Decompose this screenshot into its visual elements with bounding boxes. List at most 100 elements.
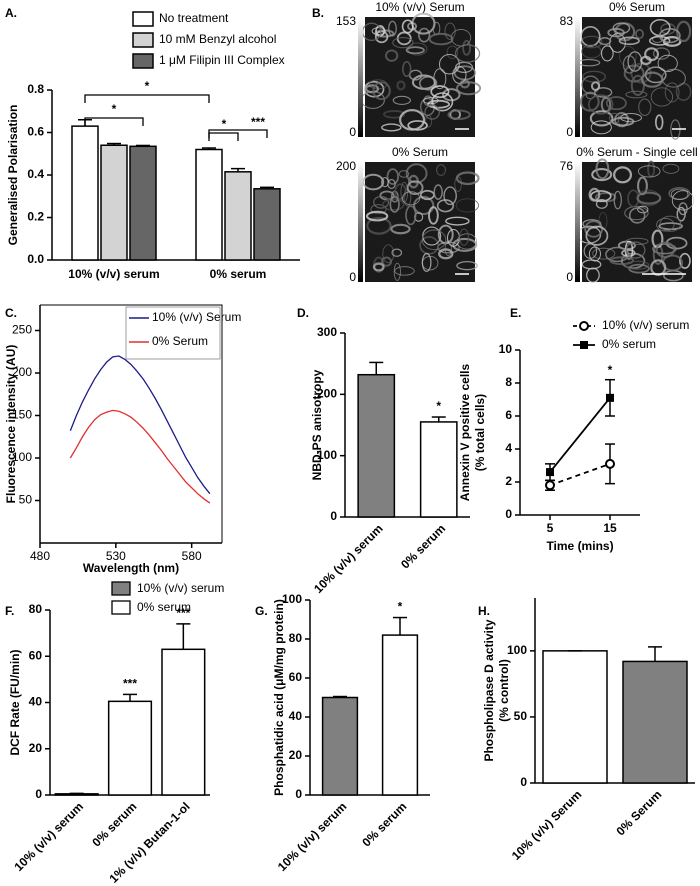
- cell: [613, 166, 633, 184]
- cell: [386, 168, 399, 185]
- legend-label: No treatment: [159, 11, 229, 25]
- y-tick-label: 50: [19, 493, 33, 507]
- x-tick-label: 10% (v/v) Serum: [509, 787, 584, 862]
- y-tick-label: 200: [317, 387, 337, 401]
- cell: [652, 243, 677, 255]
- y-tick-label: 0: [505, 507, 512, 521]
- cell: [381, 177, 389, 188]
- x-tick-label: 0% serum: [89, 799, 139, 849]
- cell: [588, 94, 614, 115]
- bar: [224, 171, 252, 261]
- cell: [405, 46, 425, 55]
- cell: [452, 237, 478, 252]
- cell: [635, 28, 644, 40]
- cell: [462, 39, 472, 56]
- cell: [372, 262, 385, 272]
- cell: [456, 233, 478, 250]
- legend-swatch: [132, 53, 154, 69]
- bracket: [84, 117, 144, 126]
- significance: *: [222, 117, 227, 131]
- significance: *: [112, 102, 117, 116]
- cell: [650, 87, 674, 107]
- cell: [365, 84, 380, 94]
- series-line: [69, 409, 211, 504]
- series-line: [549, 397, 611, 473]
- cell: [655, 241, 675, 259]
- cell: [590, 120, 612, 135]
- legend-marker: [579, 321, 589, 331]
- y-tick-label: 80: [289, 631, 303, 645]
- y-tick-label: 50: [514, 709, 528, 723]
- bracket: [208, 129, 268, 138]
- panel-label: D.: [297, 306, 309, 320]
- cell: [678, 202, 688, 216]
- y-tick-label: 20: [29, 741, 43, 755]
- bar: [71, 125, 99, 261]
- cell: [670, 188, 689, 200]
- y-tick-label: 0.0: [27, 252, 44, 266]
- cell: [625, 241, 646, 259]
- cell: [595, 158, 610, 180]
- bar: [107, 700, 153, 796]
- x-tick-label: 10% (v/v) serum: [311, 521, 386, 596]
- bracket: [208, 132, 239, 141]
- cell: [421, 252, 432, 272]
- cell: [389, 196, 400, 213]
- panel-label: B.: [312, 6, 324, 20]
- cell: [393, 262, 401, 281]
- cell: [611, 116, 635, 127]
- y-tick-label: 300: [317, 325, 337, 339]
- cell: [366, 216, 392, 235]
- legend-box: [125, 306, 221, 360]
- cell: [657, 54, 678, 72]
- cell: [636, 191, 662, 205]
- cell: [625, 237, 649, 246]
- bar: [542, 650, 608, 784]
- cell: [407, 120, 428, 131]
- cell: [679, 252, 691, 269]
- cell: [372, 81, 391, 101]
- cell: [430, 85, 450, 99]
- cell: [443, 186, 457, 206]
- cell: [586, 267, 600, 283]
- cell: [605, 96, 627, 111]
- cell: [392, 95, 411, 105]
- y-tick-label: 0: [35, 787, 42, 801]
- cell: [381, 198, 405, 211]
- cell: [658, 28, 681, 44]
- cell: [607, 27, 625, 38]
- y-tick-label: 60: [29, 648, 43, 662]
- series-line: [549, 463, 611, 487]
- cell: [428, 32, 454, 46]
- y-tick-label: 100: [507, 643, 527, 657]
- cell: [590, 81, 601, 91]
- image-title: 0% Serum: [392, 145, 448, 159]
- cell: [454, 44, 481, 63]
- y-axis-label: NBD-PS anisotropy: [310, 369, 324, 480]
- cell: [613, 190, 622, 210]
- x-tick-label: 0% Serum: [613, 787, 664, 838]
- colorbar-max: 83: [560, 14, 574, 28]
- colorbar-max: 76: [560, 159, 574, 173]
- cell: [580, 35, 603, 49]
- y-tick-label: 80: [29, 602, 43, 616]
- cell: [363, 80, 385, 98]
- colorbar: [358, 162, 363, 282]
- y-axis-label: (% control): [497, 659, 511, 722]
- cell: [627, 189, 640, 208]
- cell: [580, 25, 601, 47]
- cell: [431, 92, 454, 112]
- significance: ***: [123, 677, 137, 691]
- y-tick-label: 10: [499, 342, 513, 356]
- panel-label: F.: [5, 604, 14, 618]
- cell: [418, 27, 431, 43]
- cell: [385, 49, 399, 62]
- cell: [419, 236, 440, 255]
- cell: [637, 165, 661, 178]
- cell: [398, 170, 410, 178]
- cell: [362, 173, 385, 191]
- cell: [623, 64, 645, 83]
- cell: [366, 210, 389, 222]
